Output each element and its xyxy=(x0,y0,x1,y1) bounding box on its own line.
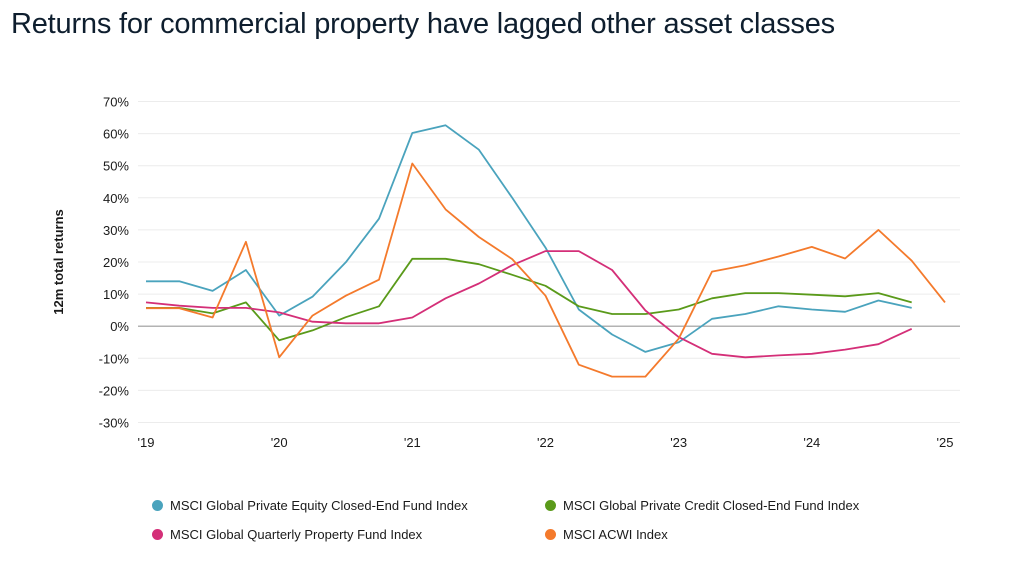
series-line-3 xyxy=(146,162,946,378)
legend-label: MSCI ACWI Index xyxy=(563,527,668,542)
y-tick-label: -30% xyxy=(99,416,130,431)
legend-label: MSCI Global Quarterly Property Fund Inde… xyxy=(170,527,423,542)
x-tick-label: '24 xyxy=(803,435,820,450)
x-tick-label: '22 xyxy=(537,435,554,450)
x-tick-label: '21 xyxy=(404,435,421,450)
chart-title: Returns for commercial property have lag… xyxy=(11,8,835,40)
legend-item: MSCI Global Private Credit Closed-End Fu… xyxy=(545,498,859,513)
series-line-1 xyxy=(146,257,912,342)
legend-dot-icon xyxy=(152,529,163,540)
x-tick-label: '23 xyxy=(670,435,687,450)
y-tick-label: -20% xyxy=(99,383,130,398)
y-tick-label: 40% xyxy=(103,191,129,206)
y-tick-label: 50% xyxy=(103,159,129,174)
x-tick-label: '25 xyxy=(937,435,954,450)
legend-dot-icon xyxy=(545,529,556,540)
legend-dot-icon xyxy=(545,500,556,511)
x-tick-label: '19 xyxy=(138,435,155,450)
legend-dot-icon xyxy=(152,500,163,511)
y-axis-label: 12m total returns xyxy=(51,209,66,314)
legend-item: MSCI Global Private Equity Closed-End Fu… xyxy=(152,498,468,513)
legend-label: MSCI Global Private Equity Closed-End Fu… xyxy=(170,498,468,513)
y-tick-label: 30% xyxy=(103,223,129,238)
y-tick-label: 10% xyxy=(103,287,129,302)
series-line-0 xyxy=(146,124,912,353)
legend-item: MSCI Global Quarterly Property Fund Inde… xyxy=(152,527,422,542)
y-tick-label: 20% xyxy=(103,255,129,270)
x-tick-label: '20 xyxy=(271,435,288,450)
y-tick-label: 60% xyxy=(103,127,129,142)
series-line-2 xyxy=(145,250,913,359)
legend-item: MSCI ACWI Index xyxy=(545,527,668,542)
legend-label: MSCI Global Private Credit Closed-End Fu… xyxy=(563,498,860,513)
y-tick-label: 70% xyxy=(103,95,129,110)
y-tick-label: 0% xyxy=(110,319,129,334)
y-tick-label: -10% xyxy=(99,351,130,366)
